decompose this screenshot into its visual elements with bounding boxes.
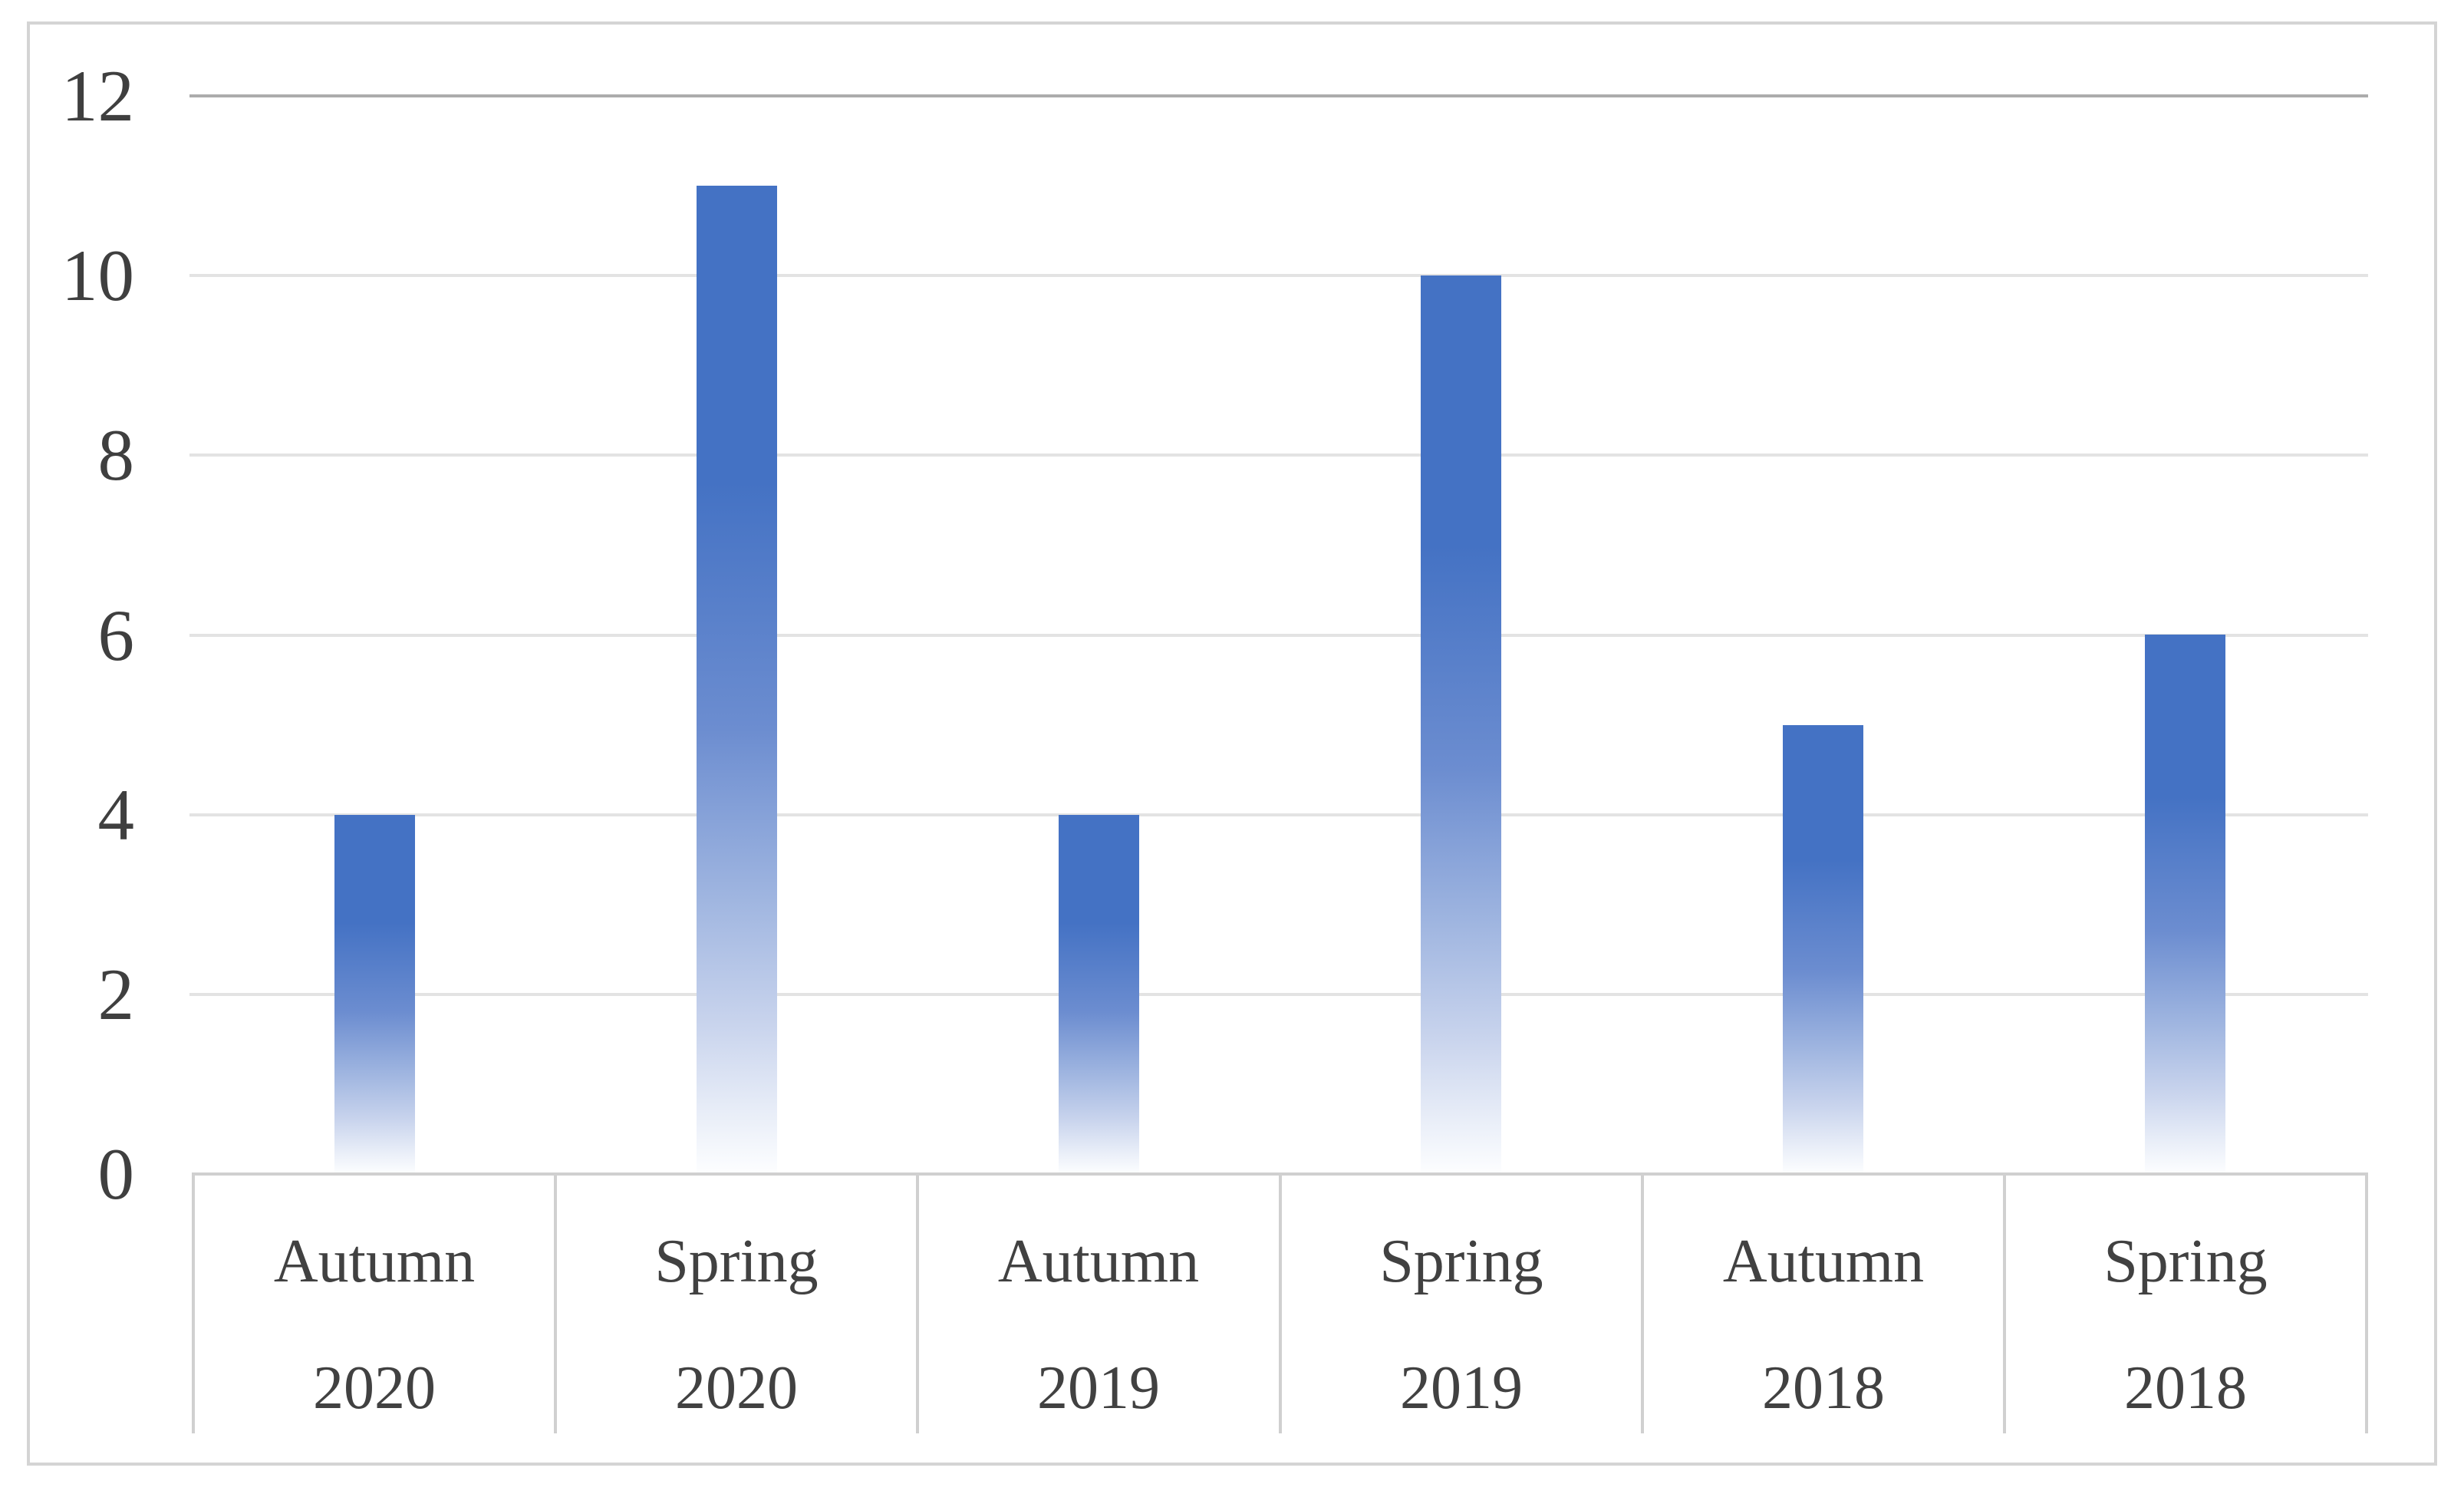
y-tick-label: 10 [61,235,134,316]
category-year-label: 2020 [313,1354,436,1422]
y-gridline [189,813,2368,816]
bar [697,186,777,1174]
y-tick-label: 2 [97,954,135,1035]
category-cell: Spring 2019 [1280,1174,1642,1433]
y-tick-label: 12 [61,55,134,137]
y-gridline [189,634,2368,637]
category-divider [1641,1172,1644,1433]
y-tick-label: 6 [97,595,135,676]
y-tick-label: 0 [97,1133,135,1215]
y-tick-label: 8 [97,414,135,496]
category-year-label: 2019 [1037,1354,1160,1422]
y-tick-label: 4 [97,774,135,856]
category-divider [2365,1172,2368,1433]
y-gridline [189,274,2368,277]
bar [1421,275,1501,1174]
y-gridline [189,94,2368,97]
y-gridline [189,453,2368,457]
category-year-label: 2019 [1400,1354,1523,1422]
category-season-label: Autumn [997,1228,1200,1295]
category-divider [916,1172,919,1433]
category-year-label: 2018 [2124,1354,2247,1422]
category-cell: Autumn 2019 [917,1174,1280,1433]
category-cell: Autumn 2018 [1642,1174,2004,1433]
category-season-label: Autumn [1722,1228,1925,1295]
figure-border [27,21,2437,1466]
category-cell: Spring 2020 [555,1174,917,1433]
category-cell: Spring 2018 [2004,1174,2367,1433]
bar [2145,635,2225,1174]
category-divider [554,1172,557,1433]
category-cell: Autumn 2020 [193,1174,555,1433]
category-divider [192,1172,195,1433]
category-divider [1279,1172,1282,1433]
category-season-label: Spring [1379,1228,1543,1295]
category-divider [2003,1172,2006,1433]
bar [1059,815,1139,1174]
y-gridline [189,993,2368,996]
bar [334,815,415,1174]
category-season-label: Spring [2103,1228,2268,1295]
category-year-label: 2020 [675,1354,798,1422]
category-year-label: 2018 [1762,1354,1885,1422]
bar [1783,725,1863,1174]
category-season-label: Autumn [273,1228,476,1295]
category-season-label: Spring [654,1228,819,1295]
